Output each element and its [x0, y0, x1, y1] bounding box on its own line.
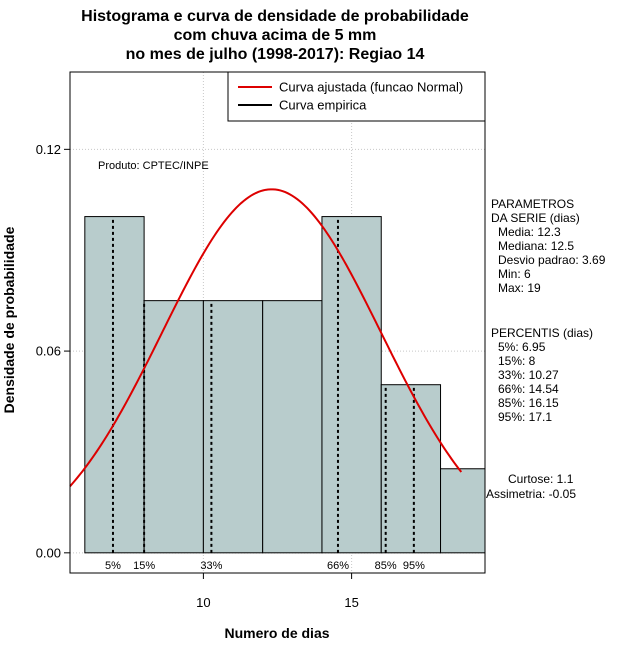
- percentile-marker-label: 33%: [200, 560, 222, 572]
- percentile-marker-label: 95%: [403, 560, 425, 572]
- histogram-bar: [262, 300, 323, 554]
- percentile-marker-label: 85%: [375, 560, 397, 572]
- y-tick-label: 0.00: [36, 545, 61, 560]
- percentile-item: 85%: 16.15: [498, 396, 559, 410]
- fitted-curve: [69, 188, 463, 487]
- y-axis: 0.00 0.06 0.12: [36, 142, 70, 560]
- parameter-item: Media: 12.3: [498, 225, 561, 239]
- source-note: Produto: CPTEC/INPE: [98, 160, 209, 172]
- percentile-marker-label: 66%: [327, 560, 349, 572]
- percentile-item: 33%: 10.27: [498, 368, 559, 382]
- legend: Curva ajustada (funcao Normal) Curva emp…: [227, 71, 486, 122]
- parameter-item: Min: 6: [498, 267, 531, 281]
- percentiles-title: PERCENTIS (dias): [491, 326, 593, 340]
- x-axis-label: Numero de dias: [224, 625, 329, 641]
- y-axis-label: Densidade de probabilidade: [1, 226, 17, 413]
- kurtosis-text: Curtose: 1.1: [508, 472, 574, 486]
- histogram-bar: [380, 384, 442, 554]
- y-tick-label: 0.12: [36, 142, 61, 157]
- percentile-item: 66%: 14.54: [498, 382, 559, 396]
- legend-label-empirical: Curva empirica: [279, 98, 367, 113]
- histogram-bar: [202, 300, 264, 554]
- histogram-bars: [84, 216, 486, 554]
- parameters-title-line-1: PARAMETROS: [491, 197, 574, 211]
- percentile-markers: [111, 216, 415, 553]
- chart-title-line-3: no mes de julho (1998-2017): Regiao 14: [126, 46, 425, 63]
- parameter-item: Max: 19: [498, 281, 541, 295]
- legend-label-fitted: Curva ajustada (funcao Normal): [279, 80, 463, 95]
- fitted-normal-curve: [69, 188, 463, 487]
- y-tick-label: 0.06: [36, 344, 61, 359]
- parameters-title-line-2: DA SERIE (dias): [491, 211, 580, 225]
- percentile-item: 95%: 17.1: [498, 410, 552, 424]
- percentile-labels: 5% 15% 33% 66% 85% 95%: [105, 560, 425, 572]
- histogram-bar: [321, 216, 382, 554]
- x-axis: 10 15: [196, 573, 359, 610]
- shape-panel: Curtose: 1.1 Assimetria: -0.05: [486, 472, 576, 501]
- chart-title-line-1: Histograma e curva de densidade de proba…: [81, 8, 469, 25]
- histogram-bar: [84, 216, 145, 554]
- percentile-item: 15%: 8: [498, 354, 536, 368]
- legend-box: [227, 71, 486, 122]
- percentile-marker-label: 5%: [105, 560, 121, 572]
- x-tick-label: 15: [344, 595, 358, 610]
- parameter-item: Desvio padrao: 3.69: [498, 253, 606, 267]
- x-tick-label: 10: [196, 595, 210, 610]
- parameter-item: Mediana: 12.5: [498, 239, 574, 253]
- skewness-text: Assimetria: -0.05: [486, 487, 576, 501]
- chart-title-line-2: com chuva acima de 5 mm: [174, 27, 377, 44]
- parameters-panel: PARAMETROS DA SERIE (dias) Media: 12.3 M…: [491, 197, 606, 295]
- percentile-marker-label: 15%: [133, 560, 155, 572]
- histogram-bar: [440, 468, 486, 554]
- percentile-item: 5%: 6.95: [498, 340, 546, 354]
- histogram-bar: [143, 300, 204, 554]
- percentiles-panel: PERCENTIS (dias) 5%: 6.95 15%: 8 33%: 10…: [491, 326, 593, 424]
